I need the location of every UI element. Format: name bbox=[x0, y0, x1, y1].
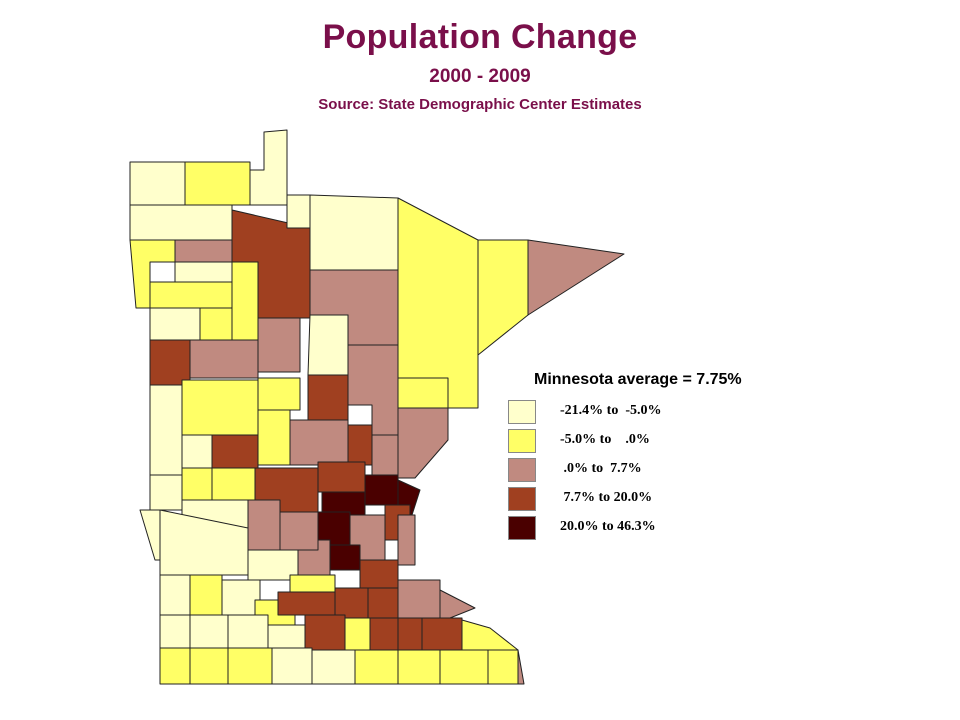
county bbox=[397, 514, 416, 566]
county bbox=[227, 647, 273, 685]
county bbox=[397, 407, 449, 479]
county bbox=[347, 424, 373, 466]
county bbox=[189, 574, 223, 616]
county bbox=[477, 239, 529, 356]
county bbox=[247, 499, 281, 551]
county bbox=[487, 649, 519, 685]
county bbox=[527, 239, 625, 316]
county bbox=[371, 434, 399, 479]
county bbox=[397, 197, 479, 409]
county bbox=[257, 409, 291, 466]
county bbox=[461, 619, 519, 651]
county bbox=[257, 377, 301, 411]
county bbox=[439, 649, 489, 685]
county bbox=[227, 614, 269, 649]
county bbox=[344, 617, 371, 651]
county bbox=[139, 509, 161, 561]
county bbox=[304, 614, 346, 651]
county bbox=[267, 624, 306, 649]
county bbox=[189, 614, 229, 649]
county bbox=[174, 261, 233, 283]
county bbox=[149, 474, 183, 511]
county bbox=[421, 617, 463, 651]
county bbox=[129, 204, 233, 241]
county bbox=[347, 344, 399, 436]
map-source: Source: State Demographic Center Estimat… bbox=[318, 96, 642, 113]
legend-label: 20.0% to 46.3% bbox=[560, 519, 656, 534]
county bbox=[279, 511, 319, 551]
county bbox=[289, 574, 336, 593]
county bbox=[211, 434, 259, 469]
county bbox=[257, 317, 301, 373]
legend-label: .0% to 7.7% bbox=[560, 461, 642, 476]
county bbox=[367, 587, 399, 619]
county bbox=[354, 649, 399, 685]
county bbox=[311, 649, 356, 685]
county bbox=[181, 379, 259, 436]
county bbox=[149, 384, 183, 476]
county bbox=[231, 261, 259, 341]
county bbox=[189, 647, 229, 685]
legend-swatch bbox=[508, 400, 536, 424]
county bbox=[211, 467, 256, 501]
county bbox=[439, 589, 476, 623]
county bbox=[286, 194, 311, 229]
county bbox=[181, 467, 213, 501]
county bbox=[199, 307, 233, 341]
county bbox=[189, 339, 259, 379]
county bbox=[149, 307, 201, 341]
county bbox=[369, 617, 399, 651]
county bbox=[517, 649, 525, 685]
legend-swatch bbox=[508, 487, 536, 511]
county bbox=[184, 161, 251, 206]
map-subtitle: 2000 - 2009 bbox=[429, 66, 531, 87]
legend-label: -5.0% to .0% bbox=[560, 432, 650, 447]
county bbox=[129, 161, 186, 206]
legend-swatch bbox=[508, 458, 536, 482]
map-title: Population Change bbox=[322, 18, 638, 56]
county bbox=[159, 647, 191, 685]
county bbox=[397, 617, 423, 651]
county bbox=[181, 434, 213, 469]
legend-title: Minnesota average = 7.75% bbox=[534, 371, 742, 388]
county bbox=[397, 579, 441, 619]
county bbox=[129, 239, 176, 309]
county bbox=[309, 194, 399, 271]
county bbox=[329, 544, 361, 571]
county bbox=[149, 281, 233, 309]
county bbox=[174, 239, 233, 263]
county bbox=[397, 377, 449, 409]
county bbox=[359, 559, 399, 589]
county bbox=[364, 474, 399, 506]
county bbox=[271, 647, 313, 685]
legend-swatch bbox=[508, 516, 536, 540]
county bbox=[221, 579, 261, 616]
county bbox=[289, 419, 349, 466]
legend-label: -21.4% to -5.0% bbox=[560, 403, 662, 418]
legend-label: 7.7% to 20.0% bbox=[560, 490, 653, 505]
county bbox=[249, 129, 288, 206]
county bbox=[397, 649, 441, 685]
county bbox=[334, 587, 369, 619]
county bbox=[277, 591, 336, 616]
county bbox=[317, 461, 366, 493]
county bbox=[159, 614, 191, 649]
legend-swatch bbox=[508, 429, 536, 453]
county bbox=[149, 339, 191, 386]
county bbox=[307, 314, 349, 376]
